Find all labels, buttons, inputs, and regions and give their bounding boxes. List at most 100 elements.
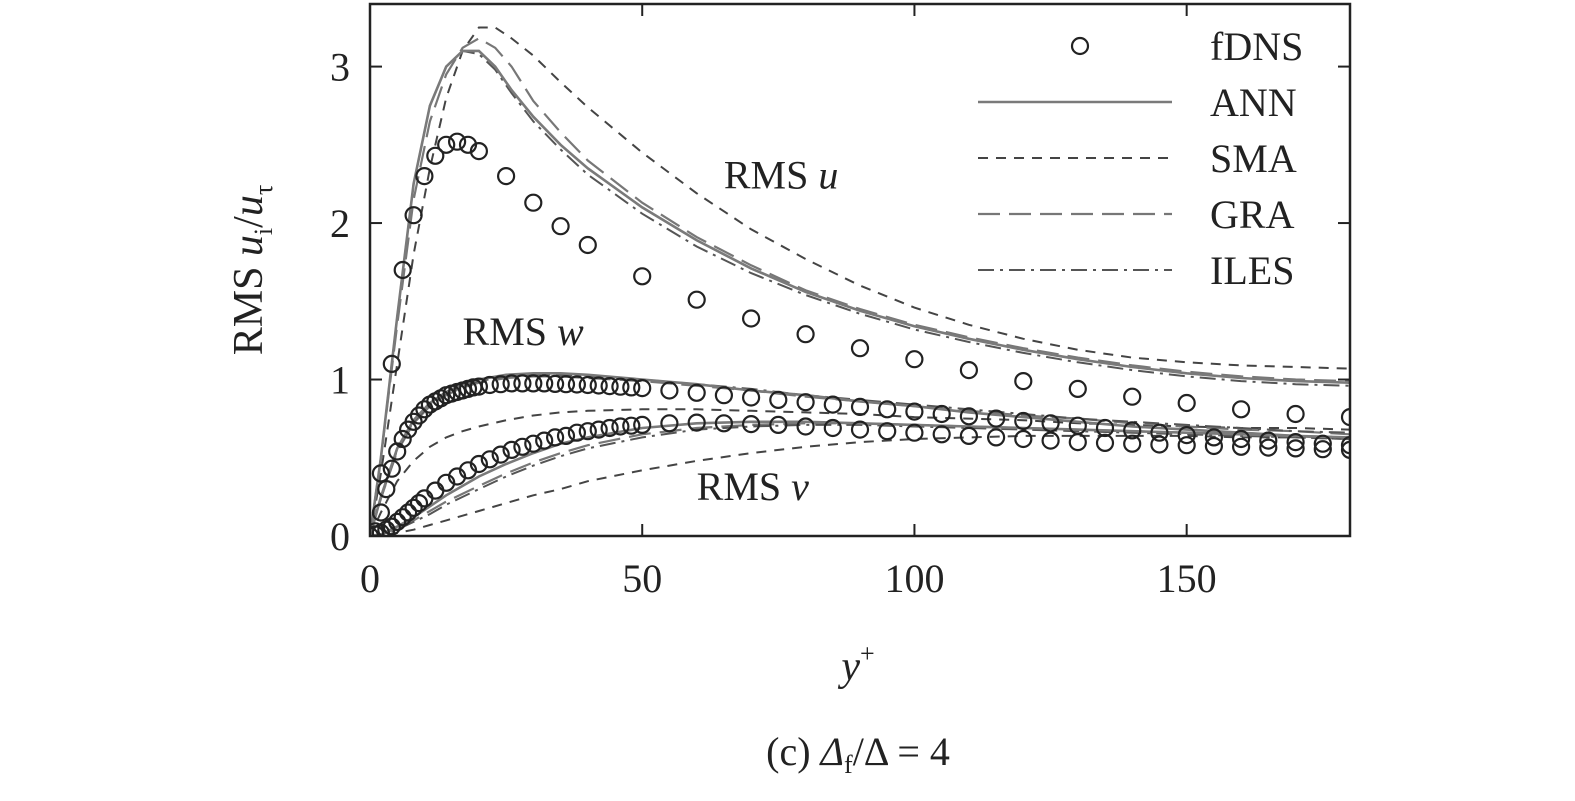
annotation-rms-u: RMS u — [724, 153, 839, 198]
fdns-marker-w — [377, 480, 396, 499]
x-tick-label: 100 — [884, 556, 944, 601]
fdns-marker-w — [545, 374, 565, 393]
fdns-marker-w — [1177, 426, 1196, 445]
fdns-marker-w — [905, 402, 924, 421]
legend-label-ann: ANN — [1210, 80, 1297, 125]
fdns-marker-u — [415, 167, 434, 186]
fdns-marker-w — [932, 404, 951, 424]
fdns-marker-u — [404, 206, 423, 225]
fdns-marker-v — [1150, 435, 1169, 454]
fdns-marker-v — [535, 431, 554, 450]
fdns-marker-v — [393, 508, 412, 527]
fdns-marker-v — [660, 414, 679, 433]
fdns-marker-w — [491, 375, 510, 394]
fdns-marker-w — [371, 503, 390, 522]
y-tick-label: 2 — [330, 201, 350, 246]
fdns-marker-v — [1340, 440, 1350, 459]
fdns-marker-w — [578, 375, 597, 395]
fdns-marker-w — [513, 374, 532, 393]
fdns-marker-v — [502, 440, 521, 459]
fdns-marker-w — [556, 375, 576, 394]
fdns-marker-w — [600, 377, 619, 396]
fdns-marker-u — [905, 350, 924, 369]
fdns-marker-v — [796, 417, 815, 436]
fdns-marker-v — [545, 428, 565, 447]
fdns-marker-u — [524, 193, 543, 212]
fdns-marker-u — [1177, 393, 1196, 413]
line-ann-rms-u — [370, 49, 1350, 536]
fdns-marker-v — [404, 498, 423, 517]
fdns-marker-u — [1340, 408, 1350, 427]
fdns-marker-w — [687, 383, 706, 402]
legend-fdns-marker — [1070, 36, 1090, 56]
fdns-marker-v — [480, 450, 499, 469]
fdns-marker-w — [589, 376, 608, 395]
fdns-marker-v — [556, 426, 576, 445]
fdns-marker-v — [622, 416, 641, 435]
line-ann-rms-v — [370, 420, 1350, 536]
fdns-marker-u — [633, 267, 652, 286]
fdns-marker-v — [905, 423, 924, 442]
fdns-marker-w — [480, 375, 499, 395]
fdns-marker-v — [513, 437, 532, 456]
fdns-marker-w — [714, 386, 734, 405]
fdns-marker-u — [393, 260, 412, 280]
fdns-marker-w — [823, 395, 842, 414]
line-sma-rms-v — [370, 434, 1350, 536]
line-sma-rms-w — [370, 408, 1350, 536]
fdns-marker-v — [589, 420, 608, 439]
fdns-marker-u — [371, 464, 390, 483]
fdns-marker-v — [382, 517, 401, 536]
annotation-rms-w: RMS w — [463, 309, 585, 354]
y-tick-label: 1 — [330, 358, 350, 403]
fdns-marker-u — [469, 142, 488, 161]
fdns-marker-w — [524, 374, 543, 393]
fdns-marker-w — [1340, 436, 1350, 455]
fdns-marker-v — [850, 420, 870, 439]
fdns-marker-u — [426, 146, 445, 165]
fdns-marker-w — [535, 374, 554, 393]
y-tick-label: 0 — [330, 514, 350, 559]
fdns-marker-v — [578, 422, 597, 441]
fdns-marker-u — [741, 309, 761, 328]
fdns-marker-w — [986, 409, 1006, 428]
fdns-marker-v — [409, 494, 429, 513]
fdns-marker-w — [1204, 428, 1224, 447]
fdns-marker-w — [393, 429, 412, 449]
fdns-marker-w — [469, 377, 488, 396]
fdns-marker-v — [611, 417, 630, 436]
x-tick-label: 0 — [360, 556, 380, 601]
fdns-marker-w — [1095, 418, 1115, 438]
fdns-marker-v — [1014, 429, 1033, 449]
fdns-marker-v — [687, 413, 706, 432]
fdns-marker-v — [567, 423, 587, 442]
fdns-marker-u — [382, 354, 401, 373]
fdns-marker-v — [769, 415, 788, 434]
x-axis-title: y+ — [837, 639, 874, 690]
fdns-marker-w — [1259, 431, 1278, 450]
annotation-rms-v: RMS v — [697, 464, 810, 509]
fdns-marker-v — [524, 434, 543, 453]
fdns-marker-u — [578, 235, 597, 255]
fdns-marker-v — [1259, 438, 1278, 457]
fdns-marker-v — [986, 428, 1006, 447]
fdns-marker-w — [633, 379, 652, 398]
fdns-marker-w — [796, 393, 815, 412]
x-tick-label: 150 — [1157, 556, 1217, 601]
fdns-marker-w — [1231, 429, 1251, 449]
fdns-marker-w — [1286, 433, 1305, 452]
fdns-marker-v — [388, 512, 407, 532]
figure-caption: (c) Δf​/Δ = 4 — [766, 729, 950, 779]
fdns-marker-w — [382, 459, 401, 478]
fdns-marker-v — [959, 426, 979, 445]
fdns-marker-v — [741, 415, 761, 434]
line-iles-rms-w — [370, 373, 1350, 536]
legend-label-sma: SMA — [1210, 136, 1297, 181]
fdns-marker-v — [1204, 436, 1224, 456]
fdns-marker-w — [404, 412, 423, 431]
line-iles-rms-v — [370, 423, 1350, 536]
fdns-marker-v — [1068, 433, 1087, 452]
fdns-marker-u — [850, 339, 870, 358]
fdns-marker-w — [741, 388, 761, 407]
